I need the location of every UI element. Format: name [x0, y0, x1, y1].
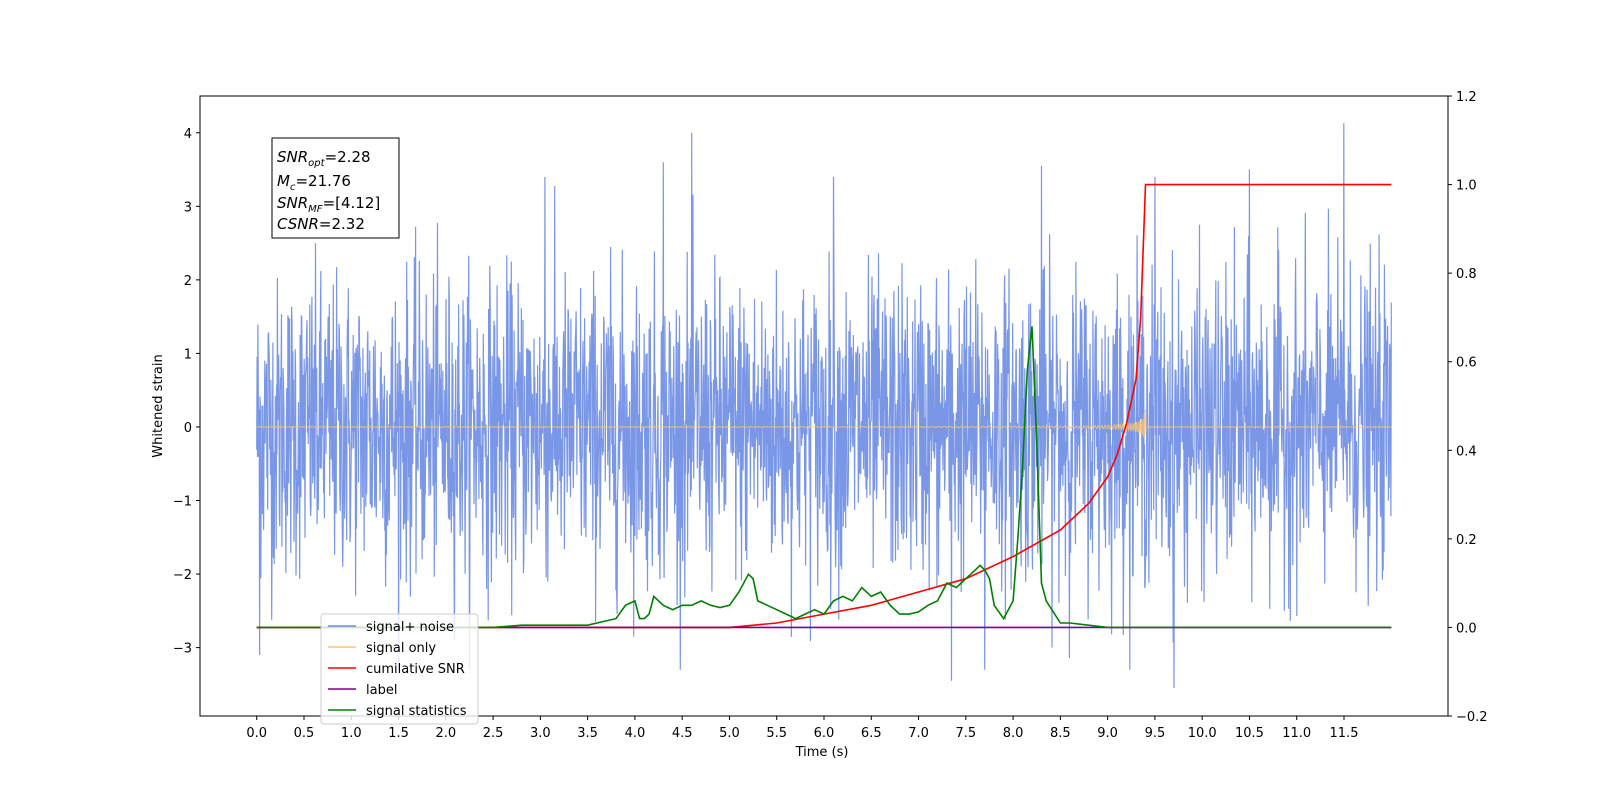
y2-tick-label: −0.2 [1456, 710, 1488, 725]
x-tick-label: 2.0 [435, 726, 456, 741]
annotation-box: SNRopt=2.28 Mc=21.76 SNRMF=[4.12] CSNR=2… [271, 137, 400, 239]
y2-tick-label: 0.2 [1456, 533, 1477, 548]
legend-label-signal-only: signal only [366, 641, 436, 656]
x-tick-label: 10.0 [1188, 726, 1217, 741]
x-tick-label: 5.0 [719, 726, 740, 741]
legend-label-label: label [366, 683, 397, 698]
x-tick-label: 0.0 [246, 726, 267, 741]
x-tick-label: 8.0 [1003, 726, 1024, 741]
series-cumilative-snr [256, 183, 1392, 629]
x-tick-label: 6.5 [861, 726, 882, 741]
annotation-mc: Mc=21.76 [277, 172, 351, 193]
series-signal-only [256, 409, 1392, 438]
annotation-snr-opt-sub: opt [308, 158, 325, 169]
legend-label-signal-statistics: signal statistics [366, 704, 467, 719]
annotation-snr-opt: SNRopt=2.28 [277, 148, 371, 169]
axes: 0.0 0.5 1.0 1.5 2.0 2.5 3.0 3.5 4.0 4.5 5.0 5.5 6.0 6… [173, 90, 1488, 741]
y2-tick-label: 0.6 [1456, 356, 1477, 371]
y-tick-label: 4 [184, 127, 192, 142]
x-tick-label: 3.0 [530, 726, 551, 741]
x-tick-label: 10.5 [1235, 726, 1264, 741]
x-tick-label: 11.5 [1330, 726, 1359, 741]
y-tick-label: 1 [184, 347, 192, 362]
y-axis-label: Whitened strain [151, 354, 166, 457]
annotation-csnr-main: CSNR [277, 215, 319, 233]
y-tick-label: −2 [173, 568, 192, 583]
x-tick-label: 11.0 [1282, 726, 1311, 741]
annotation-csnr-value: =2.32 [319, 215, 365, 233]
x-tick-label: 9.0 [1097, 726, 1118, 741]
legend-entry-signal-noise: signal+ noise [328, 620, 454, 635]
legend-entry-cumilative-snr: cumilative SNR [328, 662, 465, 677]
y-tick-label: 2 [184, 274, 192, 289]
annotation-mc-value: =21.76 [295, 172, 351, 190]
series-signal-statistics [256, 326, 1392, 629]
annotation-snr-mf-value: =[4.12] [323, 194, 381, 212]
annotation-snr-opt-value: =2.28 [325, 148, 371, 166]
x-tick-label: 8.5 [1050, 726, 1071, 741]
y-tick-label: 3 [184, 200, 192, 215]
x-tick-label: 1.5 [388, 726, 409, 741]
y2-tick-label: 0.8 [1456, 267, 1477, 282]
x-tick-label: 7.5 [955, 726, 976, 741]
x-tick-label: 2.5 [483, 726, 504, 741]
annotation-mc-main: M [277, 172, 290, 190]
annotation-snr-mf-sub: MF [308, 204, 323, 215]
legend-label-signal-noise: signal+ noise [366, 620, 454, 635]
x-tick-label: 0.5 [294, 726, 315, 741]
x-tick-label: 9.5 [1145, 726, 1166, 741]
x-axis-label: Time (s) [795, 745, 849, 760]
y2-tick-label: 0.0 [1456, 621, 1477, 636]
annotation-snr-mf: SNRMF=[4.12] [277, 194, 380, 215]
legend-label-cumilative-snr: cumilative SNR [366, 662, 465, 677]
y2-tick-label: 0.4 [1456, 444, 1477, 459]
legend: signal+ noise signal only cumilative SNR… [320, 613, 479, 725]
y2-tick-label: 1.2 [1456, 90, 1477, 105]
x-tick-label: 7.0 [908, 726, 929, 741]
x-tick-label: 4.0 [625, 726, 646, 741]
annotation-snr-mf-main: SNR [277, 194, 308, 212]
legend-entry-label: label [328, 683, 397, 698]
annotation-snr-opt-main: SNR [277, 148, 308, 166]
x-tick-label: 4.5 [672, 726, 693, 741]
x-tick-label: 3.5 [577, 726, 598, 741]
y-tick-label: −1 [173, 495, 192, 510]
x-tick-label: 6.0 [814, 726, 835, 741]
y-tick-label: 0 [184, 421, 192, 436]
x-tick-label: 5.5 [766, 726, 787, 741]
annotation-csnr: CSNR=2.32 [277, 215, 365, 233]
series-signal-noise [256, 123, 1392, 689]
annotation-mc-sub: c [290, 182, 296, 193]
legend-entry-signal-only: signal only [328, 641, 436, 656]
legend-entry-signal-statistics: signal statistics [328, 704, 467, 719]
y2-tick-label: 1.0 [1456, 179, 1477, 194]
y-tick-label: −3 [173, 642, 192, 657]
x-tick-label: 1.0 [341, 726, 362, 741]
